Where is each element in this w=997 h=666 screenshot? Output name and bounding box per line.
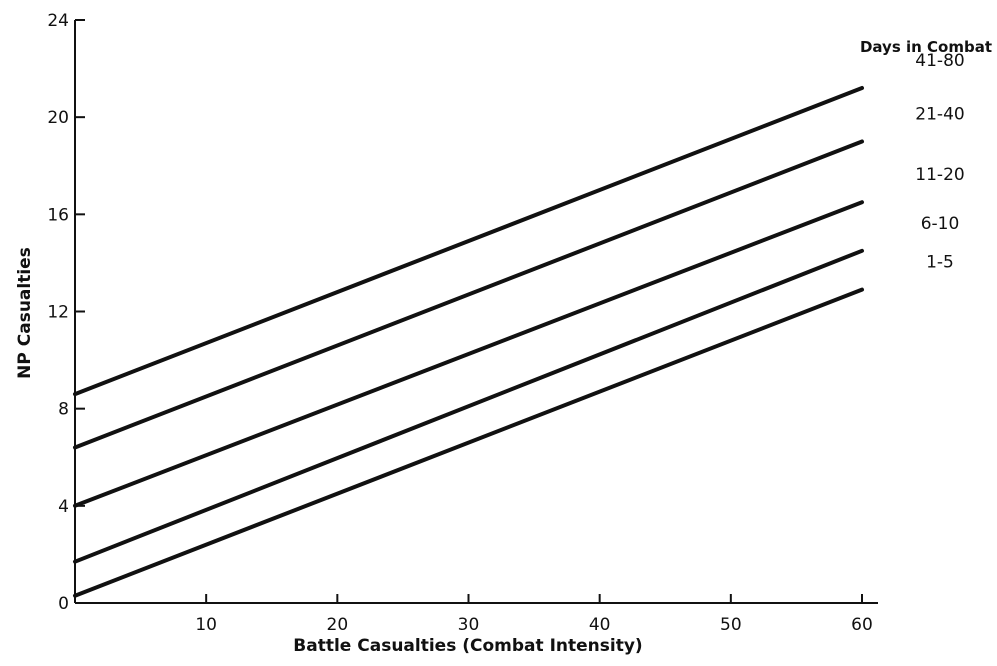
series-label: 41-80	[915, 51, 964, 71]
x-axis-ticks: 10 20 30 40 50 60	[195, 594, 873, 635]
series-label: 1-5	[926, 253, 954, 273]
y-tick-label: 8	[58, 400, 69, 420]
x-tick-label: 10	[195, 615, 217, 635]
x-tick-label: 60	[851, 615, 873, 635]
x-tick-label: 50	[720, 615, 742, 635]
series-line	[73, 248, 864, 564]
y-tick-label: 4	[58, 497, 69, 517]
y-tick-label: 20	[47, 108, 69, 128]
y-tick-label: 12	[47, 303, 69, 323]
y-axis-title: NP Casualties	[15, 247, 35, 379]
series-line	[73, 86, 864, 397]
series-line	[73, 139, 864, 450]
series-group	[73, 86, 864, 598]
series-label: 11-20	[915, 165, 964, 185]
x-tick-label: 30	[458, 615, 480, 635]
series-label: 6-10	[921, 214, 960, 234]
y-axis-ticks: 0 4 8 12 16 20 24	[47, 11, 85, 614]
x-tick-label: 40	[589, 615, 611, 635]
series-line	[73, 287, 864, 598]
y-tick-label: 0	[58, 594, 69, 614]
series-label: 21-40	[915, 104, 964, 124]
x-tick-label: 20	[327, 615, 349, 635]
y-tick-label: 16	[47, 205, 69, 225]
series-line	[73, 200, 864, 508]
y-tick-label: 24	[47, 11, 69, 31]
legend-title: Days in Combat	[860, 38, 992, 56]
x-axis-title: Battle Casualties (Combat Intensity)	[293, 636, 642, 656]
series-labels: 41-80 21-40 11-20 6-10 1-5	[915, 51, 964, 273]
